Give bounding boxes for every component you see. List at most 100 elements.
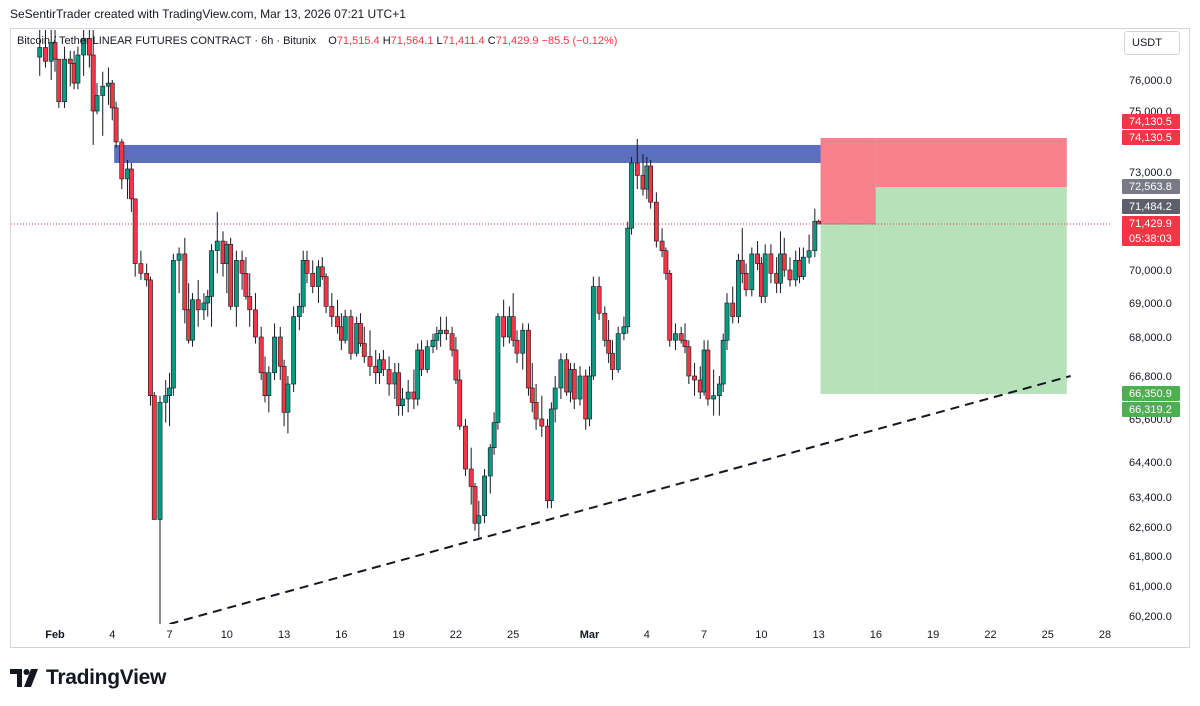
candle-body xyxy=(629,162,634,229)
date-tick-label: 22 xyxy=(984,629,996,641)
candle xyxy=(239,250,245,290)
candle xyxy=(361,326,367,363)
candle-body xyxy=(367,356,373,367)
low-label: L xyxy=(436,35,443,47)
candle-body xyxy=(43,47,48,62)
candle xyxy=(552,376,558,423)
candle xyxy=(625,221,631,334)
candle-body xyxy=(667,272,673,341)
candle xyxy=(453,337,459,385)
candle xyxy=(606,320,612,363)
price-tick-label: 62,600.0 xyxy=(1129,522,1172,534)
candle-body xyxy=(653,201,659,242)
candle xyxy=(132,198,138,277)
candle xyxy=(195,279,201,327)
candle xyxy=(348,309,354,360)
candle xyxy=(476,500,482,538)
candle xyxy=(405,380,411,413)
candle-body xyxy=(396,372,402,406)
candle-body xyxy=(277,336,283,367)
currency-button[interactable]: USDT xyxy=(1124,31,1180,55)
price-tag-label: 72,563.8 xyxy=(1129,181,1172,193)
candle-body xyxy=(443,329,449,334)
price-tag-label: 71,429.9 xyxy=(1129,218,1172,230)
candle xyxy=(157,395,163,624)
candle-body xyxy=(705,349,711,400)
open-value: 71,515.4 xyxy=(336,35,380,47)
price-tick-label: 76,000.0 xyxy=(1129,75,1172,87)
candle xyxy=(482,469,487,524)
candle xyxy=(182,237,188,324)
price-tag-box xyxy=(1122,114,1180,129)
candle xyxy=(113,101,119,148)
date-tick-label: 16 xyxy=(335,629,347,641)
open-label: O xyxy=(328,35,337,47)
price-tag-box xyxy=(1122,216,1180,246)
brand-name: TradingView xyxy=(46,666,167,689)
candle xyxy=(190,293,195,347)
price-tag: 74,130.5 xyxy=(1122,130,1180,145)
candle xyxy=(520,323,526,370)
close-label: C xyxy=(487,35,496,47)
date-tick-label: 19 xyxy=(927,629,939,641)
candle-body xyxy=(319,266,325,277)
candle xyxy=(277,326,283,381)
candle xyxy=(743,263,749,297)
candle xyxy=(800,247,806,280)
candle-body xyxy=(678,333,684,341)
candle xyxy=(109,80,115,121)
candle xyxy=(510,293,516,347)
candle-body xyxy=(491,422,497,448)
candle xyxy=(621,316,627,341)
candle xyxy=(291,306,297,393)
price-tags: 74,130.5 74,130.5 72,563.8 71,484.2 71,429.9… xyxy=(1122,114,1180,417)
candle-body xyxy=(310,272,316,287)
candle xyxy=(253,293,258,344)
price-tick-label: 64,400.0 xyxy=(1129,457,1172,469)
candle-body xyxy=(86,38,92,56)
candle-body xyxy=(736,260,741,317)
candle xyxy=(787,257,793,287)
candle xyxy=(692,363,697,396)
candle-body xyxy=(634,162,640,176)
candle xyxy=(587,366,592,427)
candle xyxy=(495,313,501,430)
candle xyxy=(233,250,239,327)
candle xyxy=(577,366,583,406)
candle xyxy=(526,323,531,396)
candle-body xyxy=(755,253,760,264)
symbol-title[interactable]: Bitcoin / Tether LINEAR FUTURES CONTRACT… xyxy=(17,35,317,47)
date-tick-label: 13 xyxy=(813,629,825,641)
stop-zone-right xyxy=(875,138,1067,187)
candle xyxy=(724,293,730,350)
stop-zone-left xyxy=(820,138,876,224)
candle-body xyxy=(720,339,726,385)
candle xyxy=(610,340,615,381)
date-tick-label: 7 xyxy=(701,629,707,641)
candle-body xyxy=(90,54,96,112)
candle xyxy=(296,293,302,331)
candle xyxy=(491,412,497,455)
candle xyxy=(400,388,405,416)
candle xyxy=(201,293,207,320)
candle-body xyxy=(56,58,62,103)
candle xyxy=(720,333,726,393)
candle-body xyxy=(648,165,654,203)
candle-body xyxy=(300,260,306,307)
candle xyxy=(705,340,711,406)
candle-body xyxy=(730,302,736,317)
candle-body xyxy=(419,349,424,370)
candle-body xyxy=(228,243,234,307)
candle-body xyxy=(434,333,440,341)
price-tag-label: 71,484.2 xyxy=(1129,201,1172,213)
candle xyxy=(81,30,87,76)
target-zone-left xyxy=(820,224,876,394)
date-tick-label: 25 xyxy=(1042,629,1054,641)
candle xyxy=(501,299,507,347)
candle xyxy=(533,384,539,430)
date-tick-label: 10 xyxy=(755,629,767,641)
tradingview-logo-icon xyxy=(10,669,38,687)
high-value: 71,564.1 xyxy=(390,35,434,47)
candle-body xyxy=(476,515,482,524)
